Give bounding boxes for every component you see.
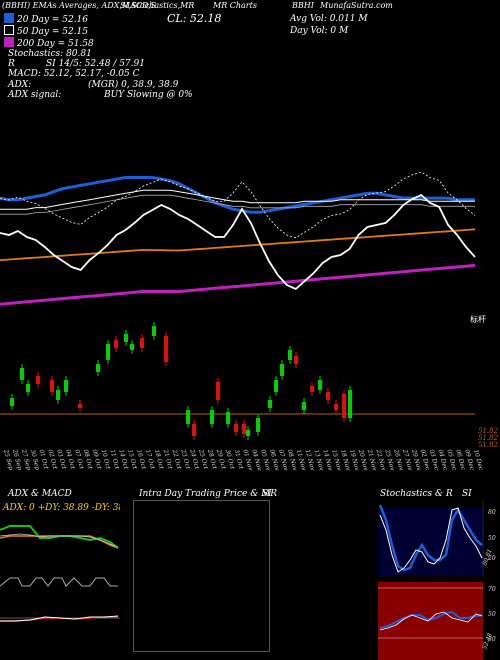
candle-body: [50, 380, 54, 392]
candle-body: [186, 410, 190, 424]
stoch-panel-title: Stochastics & R: [380, 489, 453, 499]
header-right: MunafaSutra.com: [320, 1, 393, 10]
intraday-panel-title: Intra Day Trading Price & MR: [139, 489, 278, 499]
candle-body: [234, 424, 238, 432]
candle-body: [268, 400, 272, 408]
candle-body: [226, 412, 230, 424]
candle-body: [114, 340, 118, 348]
price-level-1: 51.82: [478, 427, 499, 435]
legend-swatch-50: [4, 25, 14, 35]
adx-values-text: ADX: 0 +DY: 38.89 -DY: 38.89: [2, 503, 120, 513]
legend-50day: 50 Day = 52.15: [4, 25, 88, 37]
stoch-level-20: 20: [487, 555, 496, 562]
stoch-level-80: 80: [488, 509, 496, 516]
header-left: (BBHI) EMAs Averages, ADX,MACD,S: [2, 1, 157, 10]
price-axis-label: 标杆: [470, 315, 486, 324]
candle-body: [274, 380, 278, 392]
candle-body: [216, 382, 220, 400]
day-volume: Day Vol: 0 M: [290, 26, 349, 36]
si-value: SI 14/5: 52.48 / 57.91: [46, 59, 145, 69]
candle-body: [152, 326, 156, 336]
candle-body: [26, 384, 30, 392]
candle-body: [64, 380, 68, 392]
adx-label: ADX:: [8, 80, 32, 90]
price-level-2: 51.82: [478, 434, 499, 442]
stoch-white-line: [379, 507, 483, 573]
si-level-50: 50: [488, 611, 496, 618]
candle-body: [288, 350, 292, 360]
adx-values: (MGR) 0, 38.9, 38.9: [88, 80, 179, 90]
candle-body: [334, 404, 338, 410]
candle-body: [256, 418, 260, 432]
intraday-panel: [133, 500, 270, 652]
candle-body: [246, 430, 250, 436]
ema-line-20-day: [0, 176, 475, 214]
adx-panel-title: ADX & MACD: [8, 489, 72, 499]
legend-swatch-20: [4, 13, 14, 23]
candle-body: [10, 398, 14, 406]
candle-body: [310, 386, 314, 392]
candle-body: [342, 394, 346, 418]
header-mid: SI,Stochastics,MR: [120, 1, 195, 10]
candle-body: [56, 390, 60, 400]
stoch-blue-line: [378, 504, 483, 572]
candle-body: [326, 392, 330, 400]
candle-body: [36, 376, 40, 384]
ema-line-100-day: [0, 228, 476, 262]
ema-line-50-band: [0, 194, 475, 215]
price-line: [0, 193, 476, 291]
candle-body: [210, 410, 214, 424]
intraday-panel-si: SI: [262, 489, 272, 499]
signal-dotted-line: [0, 171, 476, 239]
candle-body: [96, 364, 100, 372]
stochastics-value: Stochastics: 80.81: [8, 49, 92, 59]
si-level-70: 70: [488, 586, 496, 593]
header-ticker: BBHI: [292, 1, 314, 10]
stoch-level-50: 50: [488, 535, 496, 542]
legend-swatch-200: [4, 37, 14, 47]
candle-body: [192, 424, 196, 436]
candle-chart: 51.82 51.82: [0, 322, 499, 442]
candle-body: [106, 344, 110, 360]
candle-body: [124, 334, 128, 342]
stoch-panel-si: SI: [462, 489, 472, 499]
candle-body: [130, 344, 134, 350]
macd-value: MACD: 52.12, 52.17, -0.05 C: [8, 69, 140, 79]
legend-20day: 20 Day = 52.16: [4, 13, 88, 25]
ema-line-200-day: [0, 263, 476, 306]
si-white-line: [379, 611, 483, 631]
price-level-3: 51.82: [478, 441, 499, 449]
close-price: CL: 52.18: [167, 12, 222, 25]
legend-200day: 200 Day = 51.58: [4, 37, 94, 49]
si-bg: [378, 582, 483, 660]
stoch-band: [378, 508, 483, 576]
candle-body: [280, 364, 284, 376]
si-level-30: 30: [488, 636, 496, 643]
adx-panel-bg: [0, 500, 120, 660]
avg-volume: Avg Vol: 0.011 M: [290, 14, 368, 24]
candle-body: [302, 402, 306, 410]
header-mid2: MR Charts: [213, 1, 257, 10]
adx-macd-panel: ADX: 0 +DY: 38.89 -DY: 38.89: [0, 500, 120, 660]
candle-body: [242, 424, 246, 434]
candle-body: [164, 336, 168, 362]
macd-white-line: [0, 615, 119, 622]
adx-signal-label: ADX signal:: [8, 90, 62, 100]
candle-body: [140, 338, 144, 348]
candle-body: [348, 390, 352, 418]
ema-chart: [0, 171, 476, 306]
adx-grey-wave: [0, 577, 118, 587]
candle-body: [78, 404, 82, 408]
candle-body: [294, 356, 298, 364]
si-blue-line: [379, 610, 483, 629]
adx-white-line: [0, 533, 119, 548]
adx-signal-text: BUY Slowing @ 0%: [104, 90, 193, 100]
stochastics-panel: 80 50 20 80.81 70 50 30 52.48: [378, 500, 500, 660]
candle-body: [20, 368, 24, 380]
r-label: R: [8, 59, 15, 69]
ema-line-50-day: [0, 189, 475, 210]
candle-body: [318, 380, 322, 390]
